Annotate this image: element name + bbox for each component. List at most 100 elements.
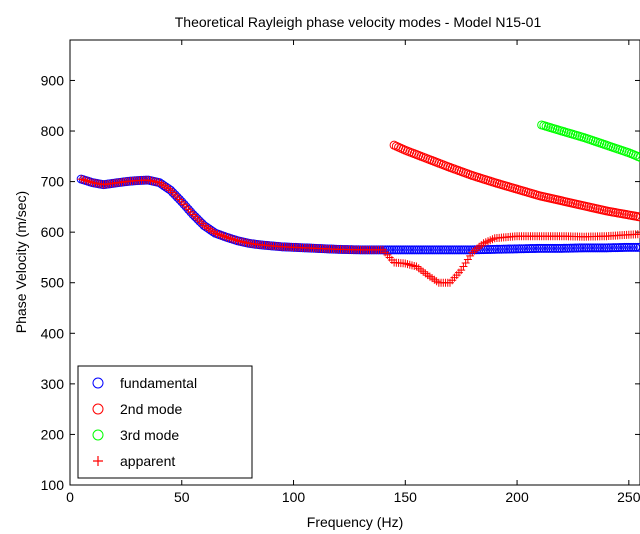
legend-marker: [92, 403, 104, 415]
data-point: [496, 244, 506, 254]
data-point: [579, 243, 589, 253]
data-point: [550, 243, 560, 253]
legend: fundamental 2nd mode 3rd mode apparent: [77, 365, 253, 479]
data-point: [622, 242, 632, 252]
data-point: [519, 244, 529, 254]
data-point: [411, 245, 421, 255]
data-point: [398, 245, 408, 255]
data-point: [521, 244, 531, 254]
data-point: [619, 242, 629, 252]
data-point: [501, 244, 511, 254]
data-point: [449, 245, 459, 255]
legend-entry: fundamental: [120, 375, 197, 391]
data-point: [499, 244, 509, 254]
data-point: [568, 243, 578, 253]
data-point: [586, 243, 596, 253]
data-point: [447, 245, 457, 255]
data-point: [452, 245, 462, 255]
data-point: [588, 243, 598, 253]
data-point: [635, 242, 640, 252]
x-tick-label: 200: [505, 489, 529, 505]
data-point: [570, 243, 580, 253]
data-point: [461, 245, 471, 255]
series-2nd-mode: [389, 140, 640, 222]
data-point: [613, 243, 623, 253]
data-point: [443, 245, 453, 255]
data-point: [434, 245, 444, 255]
data-point: [552, 243, 562, 253]
data-point: [610, 243, 620, 253]
data-point: [537, 243, 547, 253]
data-point: [626, 242, 636, 252]
data-point: [458, 245, 468, 255]
data-point: [628, 242, 638, 252]
data-point: [604, 243, 614, 253]
data-point: [557, 243, 567, 253]
data-point: [617, 242, 627, 252]
data-point: [456, 245, 466, 255]
x-axis-label: Frequency (Hz): [307, 514, 403, 530]
y-axis-label: Phase Velocity (m/sec): [13, 191, 29, 333]
data-point: [593, 243, 603, 253]
data-point: [584, 243, 594, 253]
data-point: [514, 244, 524, 254]
legend-marker: [93, 456, 103, 466]
data-point: [548, 243, 558, 253]
data-point: [391, 245, 401, 255]
data-point: [407, 245, 417, 255]
data-point: [633, 242, 640, 252]
x-tick-label: 50: [174, 489, 190, 505]
data-point: [409, 245, 419, 255]
data-point: [528, 243, 538, 253]
data-point: [523, 244, 533, 254]
data-point: [608, 243, 618, 253]
data-point: [606, 243, 616, 253]
data-point: [432, 245, 442, 255]
data-point: [505, 244, 515, 254]
data-point: [636, 230, 640, 239]
series-3rd-mode: [537, 120, 640, 162]
y-tick-label: 600: [41, 224, 65, 240]
x-tick-label: 100: [282, 489, 306, 505]
data-point: [635, 152, 640, 162]
x-tick-label: 150: [394, 489, 418, 505]
y-tick-label: 400: [41, 325, 65, 341]
series-apparent: [77, 175, 640, 287]
data-point: [396, 245, 406, 255]
data-point: [561, 243, 571, 253]
data-point: [581, 243, 591, 253]
x-tick-label: 250: [617, 489, 640, 505]
data-point: [416, 245, 426, 255]
legend-box: [77, 365, 253, 479]
legend-entry: 3rd mode: [120, 427, 179, 443]
y-tick-label: 500: [41, 275, 65, 291]
data-point: [539, 243, 549, 253]
data-point: [490, 244, 500, 254]
data-point: [543, 243, 553, 253]
data-point: [512, 244, 522, 254]
data-point: [546, 243, 556, 253]
data-point: [508, 244, 518, 254]
data-point: [532, 243, 542, 253]
data-point: [487, 244, 497, 254]
data-point: [572, 243, 582, 253]
data-point: [418, 245, 428, 255]
data-point: [534, 243, 544, 253]
data-point: [425, 245, 435, 255]
data-point: [441, 245, 451, 255]
data-point: [575, 243, 585, 253]
data-point: [414, 245, 424, 255]
data-point: [541, 243, 551, 253]
y-tick-label: 900: [41, 72, 65, 88]
y-tick-label: 800: [41, 123, 65, 139]
data-point: [566, 243, 576, 253]
axis-tick-labels: 0 50 100 150 200 250 100 200 300 400 500 600 700 800 9…: [41, 72, 640, 505]
y-tick-label: 100: [41, 477, 65, 493]
data-point: [387, 245, 397, 255]
data-point: [510, 244, 520, 254]
data-point: [577, 243, 587, 253]
data-series: [76, 120, 640, 287]
y-tick-label: 200: [41, 426, 65, 442]
x-tick-label: 0: [66, 489, 74, 505]
